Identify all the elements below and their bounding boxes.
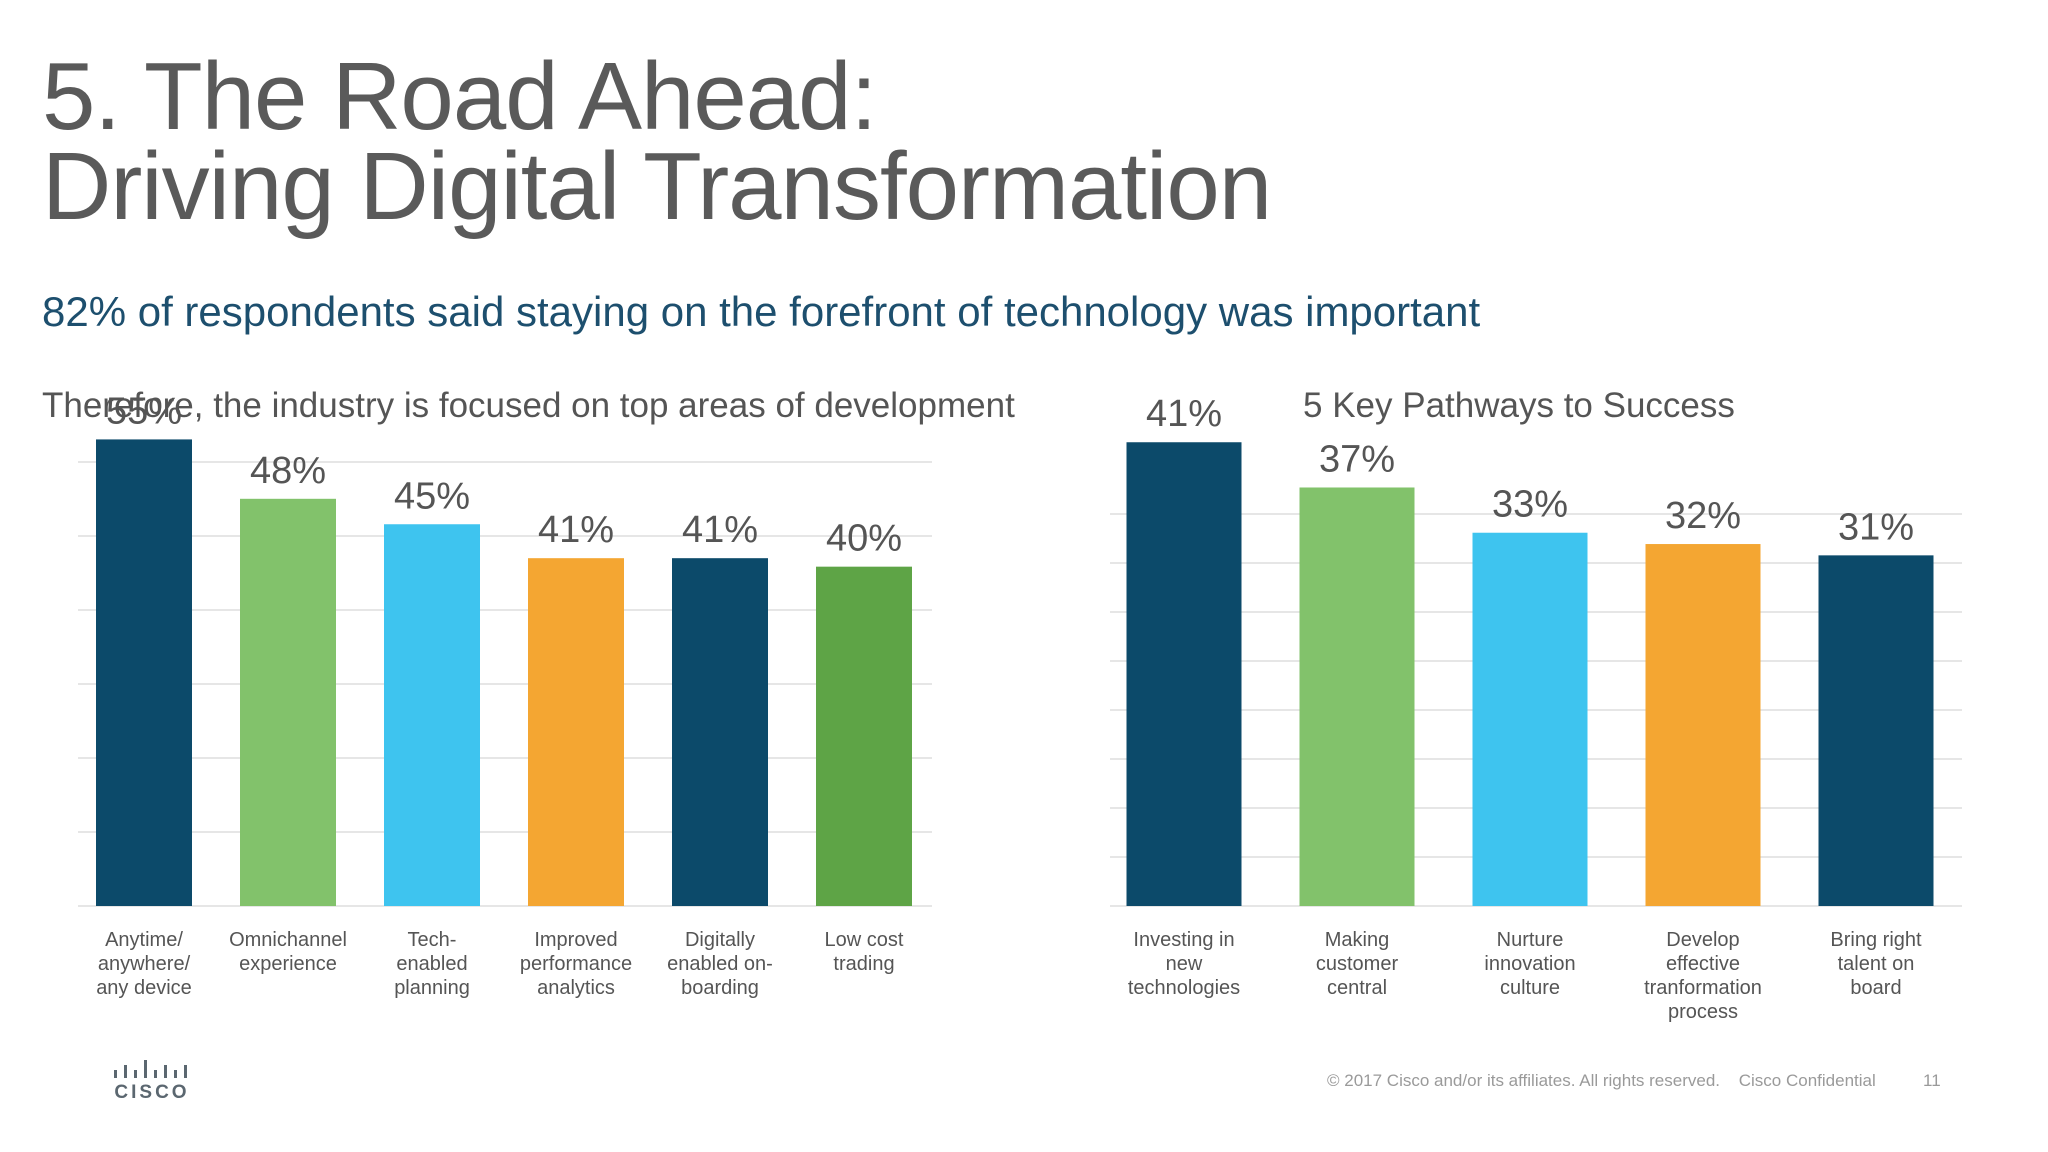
bar-4 [528,558,624,906]
bar-3 [384,524,480,906]
bar-4 [1645,544,1761,906]
data-label-1: 55% [106,390,182,432]
data-label-3: 33% [1492,484,1568,526]
category-label: innovation [1484,953,1575,975]
bar-3 [1472,532,1588,906]
category-label: boarding [681,977,759,999]
category-label: talent on [1838,953,1915,975]
bar-2 [240,498,336,906]
bar-2 [1299,487,1415,906]
data-label-4: 32% [1665,495,1741,537]
category-label: enabled [396,953,467,975]
category-label: effective [1666,953,1740,975]
category-label: Improved [534,929,617,951]
category-label: any device [96,977,192,999]
data-label-5: 41% [682,509,758,551]
data-label-4: 41% [538,509,614,551]
category-label: enabled on- [667,953,773,975]
category-label: Bring right [1830,929,1922,951]
left-chart-title: Therefore, the industry is focused on to… [42,386,1015,425]
data-label-2: 37% [1319,438,1395,480]
category-label: anywhere/ [98,953,191,975]
bar-1 [1126,442,1242,906]
footer-confidential: Cisco Confidential [1738,1071,1876,1090]
category-label: Low cost [825,929,904,951]
cisco-bars-icon [114,1060,187,1078]
category-label: customer [1316,953,1399,975]
category-label: trading [833,953,894,975]
category-label: Tech- [408,929,457,951]
bar-6 [816,566,912,906]
footer: © 2017 Cisco and/or its affiliates. All … [1327,1071,1890,1091]
data-label-1: 41% [1146,393,1222,435]
category-label: Digitally [685,929,755,951]
category-label: tranformation [1644,977,1762,999]
bar-1 [96,439,192,906]
category-label: culture [1500,977,1560,999]
slide-subtitle: 82% of respondents said staying on the f… [42,288,1481,335]
category-label: technologies [1128,977,1240,999]
category-label: central [1327,977,1387,999]
category-label: Making [1325,929,1389,951]
category-label: Anytime/ [105,929,183,951]
category-label: board [1850,977,1901,999]
footer-copyright: © 2017 Cisco and/or its affiliates. All … [1327,1071,1721,1090]
right-chart-title: 5 Key Pathways to Success [1303,386,1735,425]
category-label: process [1668,1001,1738,1023]
page-number: 11 [1923,1071,1941,1090]
cisco-logo: CISCO [112,1056,192,1116]
category-label: performance [520,953,632,975]
category-label: Investing in [1133,929,1234,951]
category-label: Omnichannel [229,929,347,951]
data-label-2: 48% [250,450,326,492]
title-line-1: 5. The Road Ahead: [42,43,877,150]
category-label: experience [239,953,337,975]
data-label-5: 31% [1838,506,1914,548]
bar-5 [1818,555,1934,906]
category-label: planning [394,977,470,999]
data-label-3: 45% [394,475,470,517]
data-label-6: 40% [826,518,902,560]
category-label: analytics [537,977,615,999]
category-label: Develop [1666,929,1739,951]
title-line-2: Driving Digital Transformation [42,133,1272,240]
slide-title: 5. The Road Ahead: Driving Digital Trans… [42,43,1272,240]
cisco-logo-word: CISCO [114,1082,190,1103]
category-label: new [1166,953,1203,975]
bar-5 [672,558,768,906]
category-label: Nurture [1497,929,1564,951]
